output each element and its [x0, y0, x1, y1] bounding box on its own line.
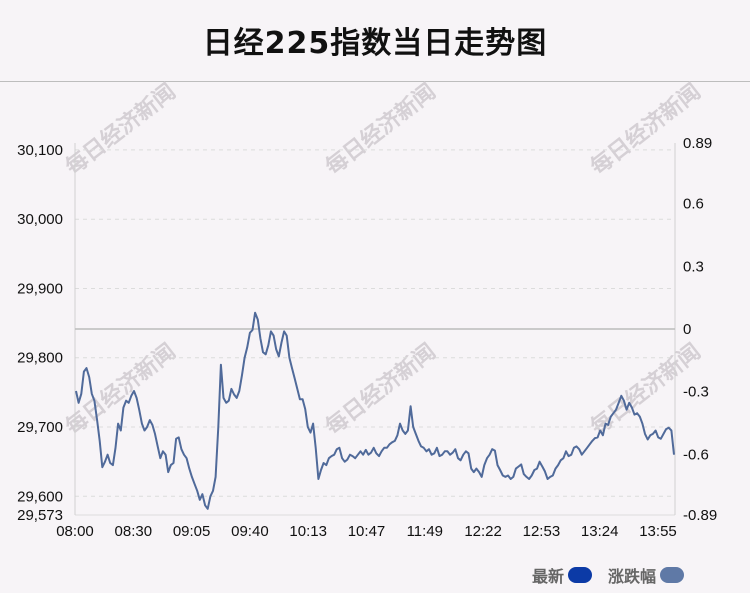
watermark-4: 每日经济新闻: [321, 339, 441, 441]
x-tick-label: 11:49: [407, 523, 443, 540]
y-right-tick-label: 0.3: [683, 258, 704, 275]
left-y-axis: 29,573 29,600 29,700 29,800 29,900 30,000 30,1…: [17, 142, 63, 524]
y-right-tick-label: 0.89: [683, 135, 712, 152]
chart-title: 日经225指数当日走势图: [202, 26, 548, 61]
x-tick-label: 13:24: [581, 523, 619, 540]
grid-lines: [75, 149, 675, 516]
y-left-tick-label: 29,900: [17, 280, 63, 297]
title-divider: [0, 81, 750, 82]
legend-swatch-latest: [568, 567, 593, 583]
y-left-tick-label: 30,000: [17, 211, 63, 228]
x-tick-label: 09:40: [231, 523, 269, 540]
y-right-tick-label: 0.6: [683, 196, 704, 213]
watermark-2: 每日经济新闻: [586, 79, 706, 181]
watermark-1: 每日经济新闻: [321, 79, 441, 181]
legend-swatch-change-pct: [660, 567, 685, 583]
y-right-tick-label: -0.89: [683, 507, 717, 524]
y-left-tick-label: 29,600: [17, 488, 63, 505]
y-left-tick-label: 29,573: [17, 507, 63, 524]
watermark-0: 每日经济新闻: [61, 79, 181, 181]
y-left-tick-label: 30,100: [17, 142, 63, 159]
x-tick-label: 10:47: [348, 523, 386, 540]
y-right-tick-label: 0: [683, 321, 691, 338]
y-right-tick-label: -0.6: [683, 446, 709, 463]
series-line-0: [75, 311, 675, 510]
legend-item-change-pct[interactable]: 涨跌幅: [608, 563, 685, 587]
right-y-axis: -0.89 -0.6 -0.3 0 0.3 0.6 0.89: [683, 135, 717, 524]
x-tick-label: 12:53: [523, 523, 561, 540]
x-tick-label: 08:00: [56, 523, 94, 540]
x-tick-label: 10:13: [289, 523, 327, 540]
y-right-tick-label: -0.3: [683, 384, 709, 401]
x-tick-label: 08:30: [115, 523, 153, 540]
x-axis: 08:00 08:30 09:05 09:40 10:13 10:47 11:49 12:22…: [56, 523, 677, 540]
legend-label-change-pct: 涨跌幅: [608, 567, 657, 586]
x-tick-label: 13:55: [639, 523, 677, 540]
y-left-tick-label: 29,700: [17, 419, 63, 436]
legend-label-latest: 最新: [532, 567, 565, 586]
series-lines: [75, 311, 675, 510]
x-tick-label: 12:22: [464, 523, 502, 540]
y-left-tick-label: 29,800: [17, 350, 63, 367]
x-tick-label: 09:05: [173, 523, 211, 540]
legend-item-latest[interactable]: 最新: [532, 563, 593, 587]
